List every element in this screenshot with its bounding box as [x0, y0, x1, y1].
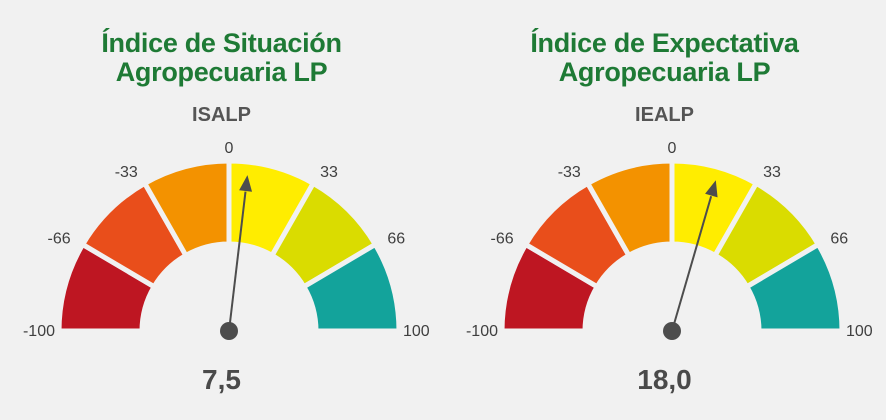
- gauge-title: Índice de Expectativa Agropecuaria LP: [443, 29, 886, 87]
- gauge-tick-label: 0: [225, 140, 234, 157]
- gauge-needle-arrowhead: [705, 180, 718, 198]
- gauge-panel-iealp: Índice de Expectativa Agropecuaria LP IE…: [443, 0, 886, 420]
- gauge-abbreviation: IEALP: [635, 104, 694, 126]
- gauge-tick-label: -33: [115, 164, 138, 181]
- gauge-tick-label: 33: [320, 164, 338, 181]
- gauge-panel-isalp: Índice de Situación Agropecuaria LP ISAL…: [0, 29, 443, 396]
- gauge-tick-label: 0: [668, 140, 677, 157]
- title-line-1: Índice de Situación: [101, 28, 342, 58]
- title-line-2: Agropecuaria LP: [115, 57, 328, 87]
- title-line-1: Índice de Expectativa: [530, 28, 799, 58]
- gauge-svg: -100 -66 -33 0 33 66 100: [23, 140, 430, 340]
- gauge-tick-label: -33: [558, 164, 581, 181]
- gauge-band-5: [743, 241, 845, 334]
- gauge-tick-label: 100: [403, 323, 430, 340]
- gauge-needle-arrowhead: [239, 175, 253, 192]
- gauge-tick-label: 100: [846, 323, 873, 340]
- gauge-needle-pivot: [663, 322, 681, 340]
- gauge-svg: -100 -66 -33 0 33 66 100: [466, 140, 873, 340]
- gauge-tick-label: 66: [830, 230, 848, 247]
- gauge-tick-label: -66: [47, 230, 70, 247]
- gauge-needle-pivot: [220, 322, 238, 340]
- gauge-value-label: 18,0: [637, 364, 692, 395]
- gauge-needle: [228, 191, 247, 332]
- gauge-band-5: [300, 241, 402, 334]
- gauge-title: Índice de Situación Agropecuaria LP: [0, 29, 443, 87]
- gauge-needle: [671, 195, 713, 332]
- gauge-tick-label: 66: [387, 230, 405, 247]
- gauge-tick-label: 33: [763, 164, 781, 181]
- gauge-value-label: 7,5: [202, 364, 241, 395]
- gauge-abbreviation: ISALP: [192, 104, 251, 126]
- title-line-2: Agropecuaria LP: [558, 57, 771, 87]
- gauge-tick-label: -100: [23, 323, 55, 340]
- gauge-tick-label: -66: [490, 230, 513, 247]
- gauge-tick-label: -100: [466, 323, 498, 340]
